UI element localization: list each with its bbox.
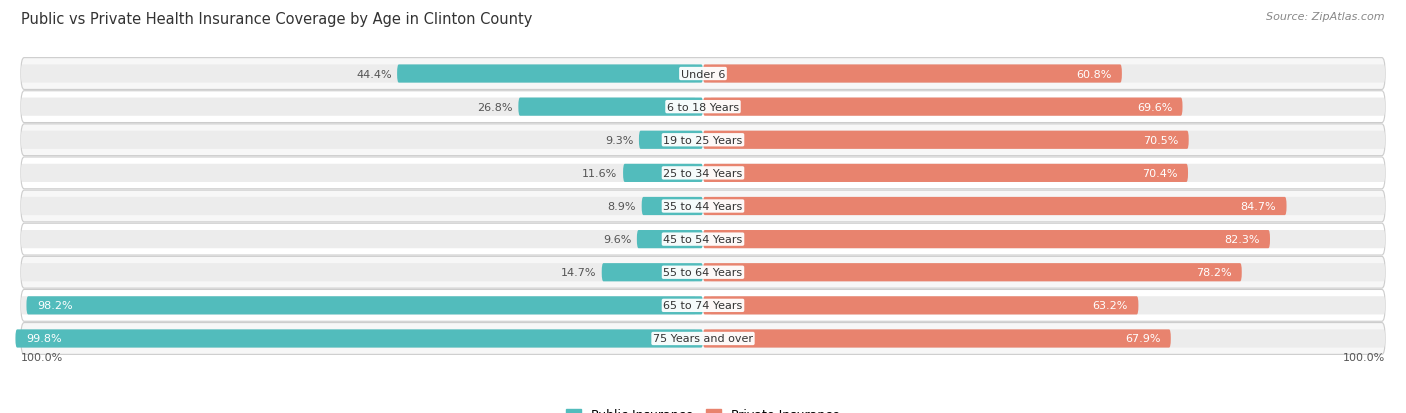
Text: Source: ZipAtlas.com: Source: ZipAtlas.com	[1267, 12, 1385, 22]
Text: 63.2%: 63.2%	[1092, 301, 1128, 311]
FancyBboxPatch shape	[703, 330, 1171, 348]
FancyBboxPatch shape	[27, 297, 703, 315]
FancyBboxPatch shape	[703, 297, 1139, 315]
FancyBboxPatch shape	[21, 197, 696, 216]
FancyBboxPatch shape	[21, 59, 1385, 90]
Text: Under 6: Under 6	[681, 69, 725, 79]
Text: 45 to 54 Years: 45 to 54 Years	[664, 235, 742, 244]
Text: 9.3%: 9.3%	[605, 135, 634, 145]
Text: 99.8%: 99.8%	[25, 334, 62, 344]
FancyBboxPatch shape	[21, 98, 696, 116]
Text: 19 to 25 Years: 19 to 25 Years	[664, 135, 742, 145]
FancyBboxPatch shape	[21, 263, 696, 282]
Text: 100.0%: 100.0%	[1343, 352, 1385, 363]
FancyBboxPatch shape	[21, 191, 1385, 222]
FancyBboxPatch shape	[703, 98, 1182, 116]
FancyBboxPatch shape	[602, 263, 703, 282]
Text: 65 to 74 Years: 65 to 74 Years	[664, 301, 742, 311]
FancyBboxPatch shape	[15, 330, 703, 348]
FancyBboxPatch shape	[703, 164, 1188, 183]
FancyBboxPatch shape	[21, 65, 696, 83]
Text: 44.4%: 44.4%	[356, 69, 392, 79]
FancyBboxPatch shape	[21, 224, 1385, 255]
FancyBboxPatch shape	[710, 297, 1385, 315]
FancyBboxPatch shape	[21, 92, 1385, 123]
FancyBboxPatch shape	[710, 98, 1385, 116]
Text: 14.7%: 14.7%	[561, 268, 596, 278]
FancyBboxPatch shape	[710, 65, 1385, 83]
FancyBboxPatch shape	[21, 158, 1385, 189]
FancyBboxPatch shape	[21, 230, 696, 249]
FancyBboxPatch shape	[21, 164, 696, 183]
Text: 84.7%: 84.7%	[1240, 202, 1277, 211]
FancyBboxPatch shape	[21, 297, 696, 315]
FancyBboxPatch shape	[623, 164, 703, 183]
FancyBboxPatch shape	[710, 197, 1385, 216]
FancyBboxPatch shape	[710, 330, 1385, 348]
Text: 55 to 64 Years: 55 to 64 Years	[664, 268, 742, 278]
FancyBboxPatch shape	[21, 125, 1385, 156]
Text: 70.5%: 70.5%	[1143, 135, 1178, 145]
Text: 6 to 18 Years: 6 to 18 Years	[666, 102, 740, 112]
Text: 8.9%: 8.9%	[607, 202, 636, 211]
Text: 75 Years and over: 75 Years and over	[652, 334, 754, 344]
Text: 78.2%: 78.2%	[1195, 268, 1232, 278]
Legend: Public Insurance, Private Insurance: Public Insurance, Private Insurance	[561, 404, 845, 413]
FancyBboxPatch shape	[710, 164, 1385, 183]
FancyBboxPatch shape	[396, 65, 703, 83]
FancyBboxPatch shape	[641, 197, 703, 216]
FancyBboxPatch shape	[710, 263, 1385, 282]
FancyBboxPatch shape	[703, 263, 1241, 282]
Text: 70.4%: 70.4%	[1142, 169, 1178, 178]
FancyBboxPatch shape	[21, 131, 696, 150]
FancyBboxPatch shape	[703, 65, 1122, 83]
FancyBboxPatch shape	[703, 131, 1188, 150]
FancyBboxPatch shape	[519, 98, 703, 116]
Text: 69.6%: 69.6%	[1137, 102, 1173, 112]
Text: 98.2%: 98.2%	[37, 301, 73, 311]
FancyBboxPatch shape	[703, 197, 1286, 216]
FancyBboxPatch shape	[710, 131, 1385, 150]
Text: 82.3%: 82.3%	[1225, 235, 1260, 244]
Text: 67.9%: 67.9%	[1125, 334, 1160, 344]
Text: 25 to 34 Years: 25 to 34 Years	[664, 169, 742, 178]
Text: 100.0%: 100.0%	[21, 352, 63, 363]
Text: 9.6%: 9.6%	[603, 235, 631, 244]
Text: 11.6%: 11.6%	[582, 169, 617, 178]
Text: 35 to 44 Years: 35 to 44 Years	[664, 202, 742, 211]
FancyBboxPatch shape	[21, 323, 1385, 354]
Text: 60.8%: 60.8%	[1076, 69, 1112, 79]
FancyBboxPatch shape	[710, 230, 1385, 249]
FancyBboxPatch shape	[21, 257, 1385, 288]
FancyBboxPatch shape	[638, 131, 703, 150]
Text: Public vs Private Health Insurance Coverage by Age in Clinton County: Public vs Private Health Insurance Cover…	[21, 12, 533, 27]
FancyBboxPatch shape	[637, 230, 703, 249]
Text: 26.8%: 26.8%	[478, 102, 513, 112]
FancyBboxPatch shape	[21, 290, 1385, 321]
FancyBboxPatch shape	[703, 230, 1270, 249]
FancyBboxPatch shape	[21, 330, 696, 348]
